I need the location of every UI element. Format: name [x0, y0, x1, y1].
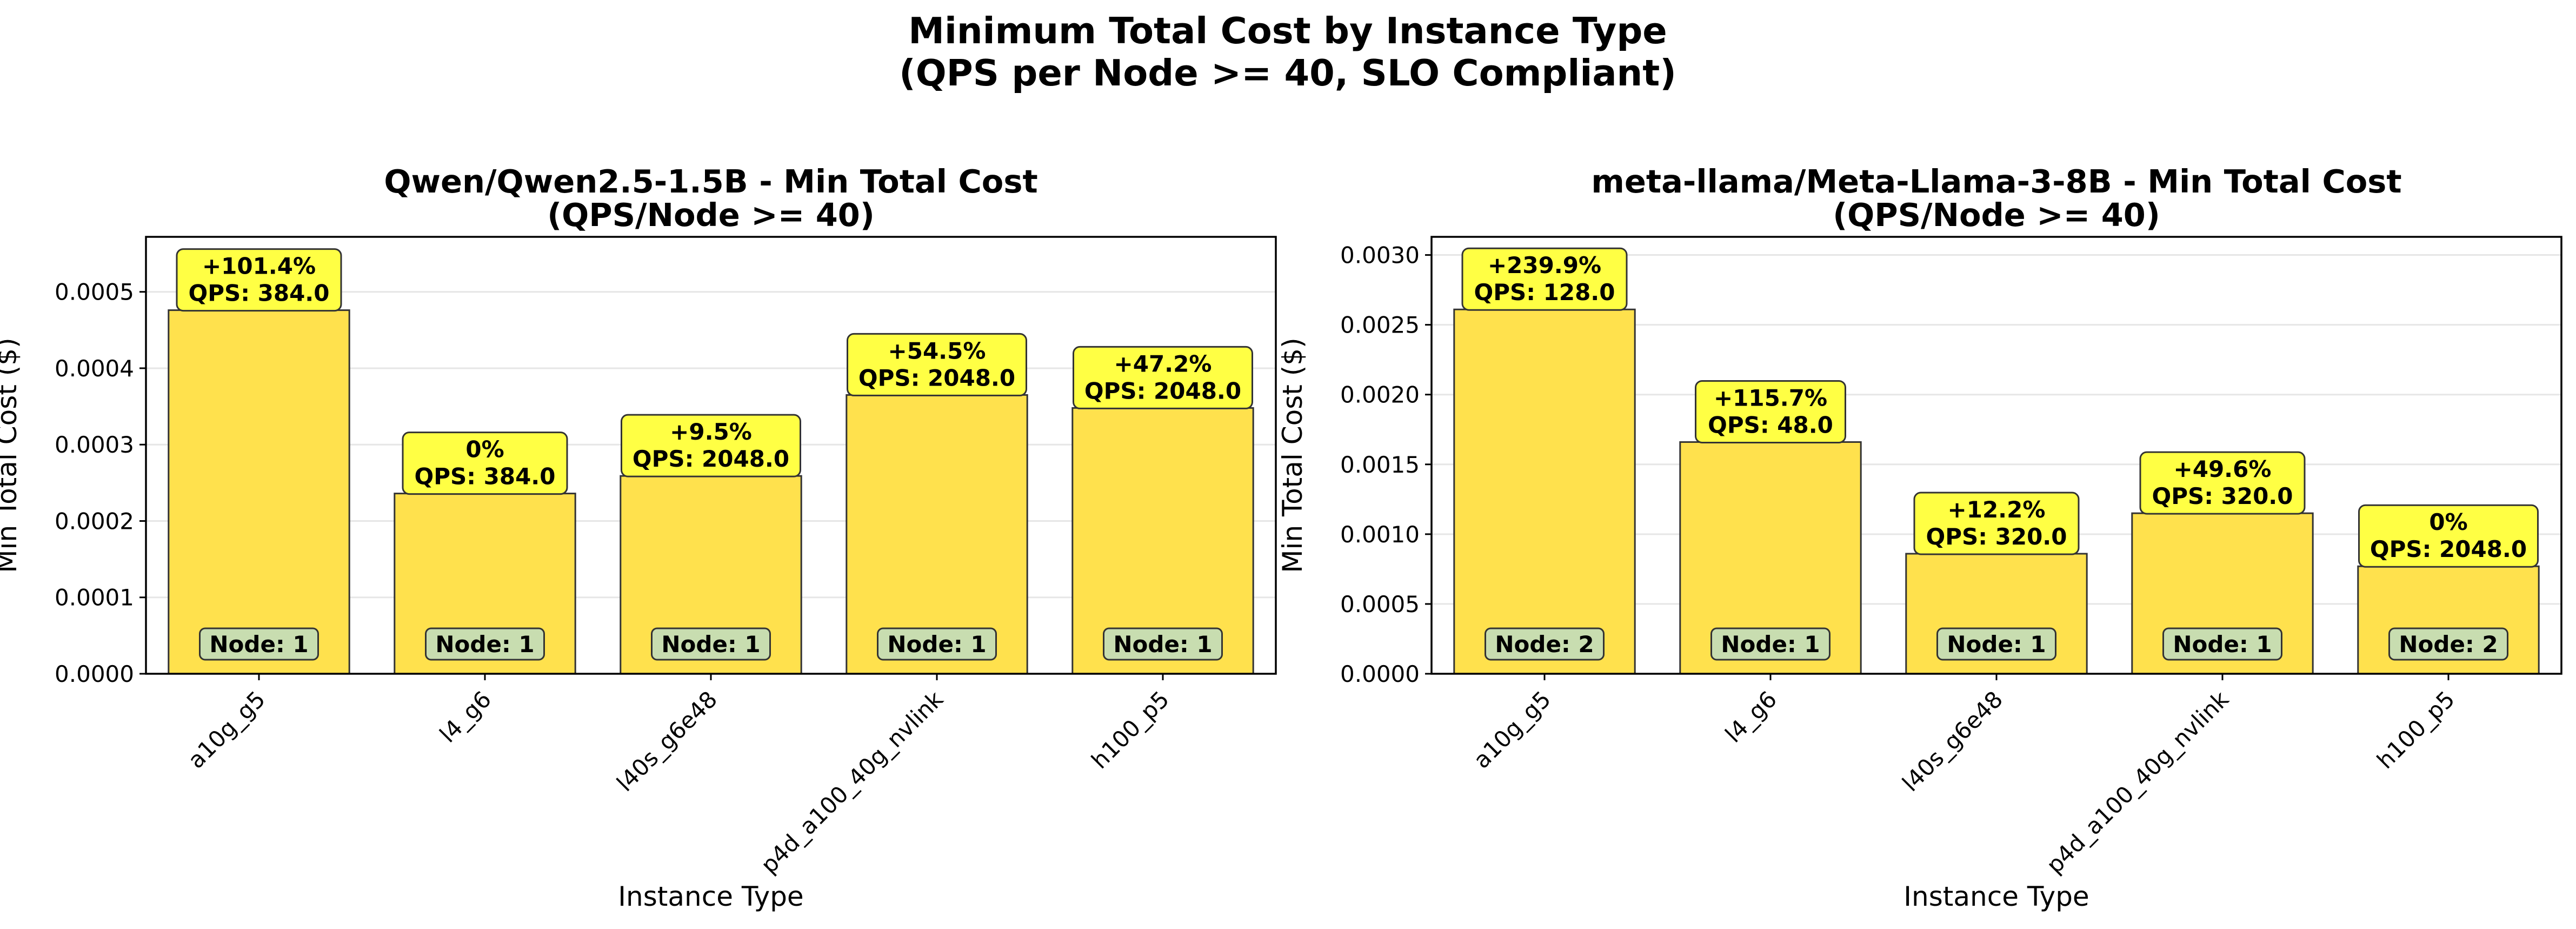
y-tick-label: 0.0002 [55, 508, 134, 534]
annotation-box [176, 248, 342, 312]
y-axis-label: Min Total Cost ($) [1277, 337, 1308, 573]
x-tick-label: h100_p5 [2372, 686, 2460, 774]
node-label: Node: 2 [2399, 631, 2498, 658]
node-label: Node: 1 [887, 631, 986, 658]
annotation-qps: QPS: 2048.0 [633, 446, 789, 472]
node-box [199, 627, 319, 661]
x-tick-label: l40s_g6e48 [611, 686, 722, 797]
annotation-box [2358, 504, 2539, 568]
node-box [1485, 627, 1605, 661]
node-box [877, 627, 997, 661]
y-tick-label: 0.0001 [55, 585, 134, 611]
y-tick-label: 0.0000 [55, 661, 134, 687]
bar-a10g_g5 [1453, 308, 1636, 675]
y-tick-label: 0.0005 [55, 279, 134, 306]
annotation-pct: +115.7% [1714, 384, 1827, 411]
x-tick-label: a10g_g5 [183, 686, 270, 773]
chart-title-line1: meta-llama/Meta-Llama-3-8B - Min Total C… [1591, 163, 2401, 200]
chart-title-line2: (QPS/Node >= 40) [1833, 196, 2160, 234]
y-tick-label: 0.0030 [1340, 242, 1420, 269]
annotation-pct: +49.6% [2174, 456, 2272, 482]
annotation-box [1695, 380, 1846, 443]
annotation-pct: +239.9% [1488, 252, 1601, 278]
node-box [2388, 627, 2508, 661]
figure-title-line2: (QPS per Node >= 40, SLO Compliant) [899, 52, 1676, 94]
bar-a10g_g5 [168, 309, 350, 675]
node-label: Node: 1 [2173, 631, 2272, 658]
annotation-pct: +54.5% [888, 337, 986, 364]
bar-p4d_a100_40g_nvlink [846, 394, 1028, 675]
annotation-pct: +9.5% [670, 419, 752, 445]
chart-panel-qwen: Qwen/Qwen2.5-1.5B - Min Total Cost(QPS/N… [0, 163, 1277, 912]
node-label: Node: 1 [435, 631, 534, 658]
annotation-qps: QPS: 384.0 [414, 463, 555, 490]
annotation-box [2139, 451, 2306, 515]
annotation-qps: QPS: 2048.0 [1084, 377, 1241, 404]
x-tick-label: p4d_a100_40g_nvlink [756, 686, 949, 879]
node-box [425, 627, 545, 661]
y-tick-label: 0.0010 [1340, 521, 1420, 548]
annotation-pct: +47.2% [1114, 350, 1212, 377]
annotation-qps: QPS: 384.0 [188, 280, 329, 307]
x-axis-label: Instance Type [618, 881, 803, 912]
y-tick-label: 0.0025 [1340, 312, 1420, 339]
annotation-box [621, 414, 801, 477]
y-tick-label: 0.0020 [1340, 382, 1420, 408]
chart-title-line2: (QPS/Node >= 40) [547, 196, 875, 234]
node-label: Node: 1 [209, 631, 308, 658]
y-axis-label: Min Total Cost ($) [0, 337, 23, 573]
annotation-qps: QPS: 320.0 [2152, 483, 2293, 509]
x-tick-label: h100_p5 [1086, 686, 1174, 774]
node-label: Node: 1 [1721, 631, 1820, 658]
y-tick-label: 0.0003 [55, 432, 134, 458]
x-tick-label: l40s_g6e48 [1897, 686, 2008, 797]
node-label: Node: 2 [1495, 631, 1594, 658]
node-box [1103, 627, 1223, 661]
annotation-pct: 0% [465, 436, 504, 463]
y-tick-label: 0.0004 [55, 355, 134, 382]
axes-frame [145, 236, 1277, 675]
chart-title-line1: Qwen/Qwen2.5-1.5B - Min Total Cost [384, 163, 1037, 200]
annotation-box [1073, 346, 1253, 409]
annotation-qps: QPS: 48.0 [1708, 412, 1833, 438]
node-box [1710, 627, 1831, 661]
x-axis-label: Instance Type [1903, 881, 2089, 912]
annotation-qps: QPS: 2048.0 [858, 364, 1015, 391]
node-box [2162, 627, 2282, 661]
y-tick-label: 0.0000 [1340, 661, 1420, 687]
node-label: Node: 1 [661, 631, 760, 658]
annotation-qps: QPS: 128.0 [1474, 279, 1615, 306]
x-tick-label: p4d_a100_40g_nvlink [2041, 686, 2234, 879]
axes-frame [1430, 236, 2562, 675]
annotation-box [1461, 247, 1628, 311]
x-tick-label: l4_g6 [1720, 686, 1782, 747]
annotation-box [847, 333, 1027, 396]
x-tick-label: a10g_g5 [1468, 686, 1556, 773]
x-tick-label: l4_g6 [435, 686, 496, 747]
annotation-pct: +101.4% [202, 253, 316, 280]
figure-title-line1: Minimum Total Cost by Instance Type [908, 10, 1667, 52]
annotation-box [1913, 492, 2080, 555]
annotation-box [402, 432, 568, 495]
annotation-qps: QPS: 2048.0 [2370, 536, 2527, 562]
node-label: Node: 1 [1947, 631, 2046, 658]
node-label: Node: 1 [1113, 631, 1212, 658]
y-tick-label: 0.0005 [1340, 591, 1420, 618]
node-box [1936, 627, 2056, 661]
annotation-qps: QPS: 320.0 [1926, 523, 2067, 550]
node-box [651, 627, 771, 661]
chart-panel-llama: meta-llama/Meta-Llama-3-8B - Min Total C… [1277, 163, 2562, 912]
annotation-pct: 0% [2429, 509, 2467, 535]
y-tick-label: 0.0015 [1340, 452, 1420, 478]
annotation-pct: +12.2% [1948, 496, 2046, 523]
